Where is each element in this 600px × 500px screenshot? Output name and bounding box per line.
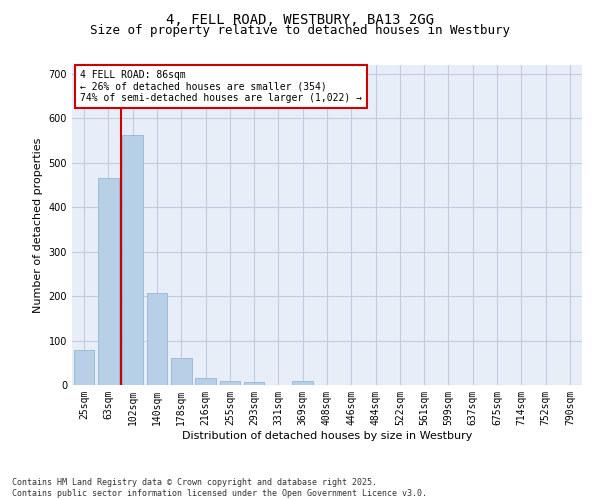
Y-axis label: Number of detached properties: Number of detached properties	[33, 138, 43, 312]
X-axis label: Distribution of detached houses by size in Westbury: Distribution of detached houses by size …	[182, 430, 472, 440]
Text: 4, FELL ROAD, WESTBURY, BA13 2GG: 4, FELL ROAD, WESTBURY, BA13 2GG	[166, 12, 434, 26]
Bar	[122, 135, 143, 385]
Bar	[171, 358, 191, 385]
Bar	[146, 293, 167, 385]
Text: Contains HM Land Registry data © Crown copyright and database right 2025.
Contai: Contains HM Land Registry data © Crown c…	[12, 478, 427, 498]
Bar	[220, 380, 240, 385]
Bar	[98, 178, 119, 385]
Text: 4 FELL ROAD: 86sqm
← 26% of detached houses are smaller (354)
74% of semi-detach: 4 FELL ROAD: 86sqm ← 26% of detached hou…	[80, 70, 362, 103]
Bar	[292, 382, 313, 385]
Bar	[74, 350, 94, 385]
Text: Size of property relative to detached houses in Westbury: Size of property relative to detached ho…	[90, 24, 510, 37]
Bar	[244, 382, 265, 385]
Bar	[195, 378, 216, 385]
